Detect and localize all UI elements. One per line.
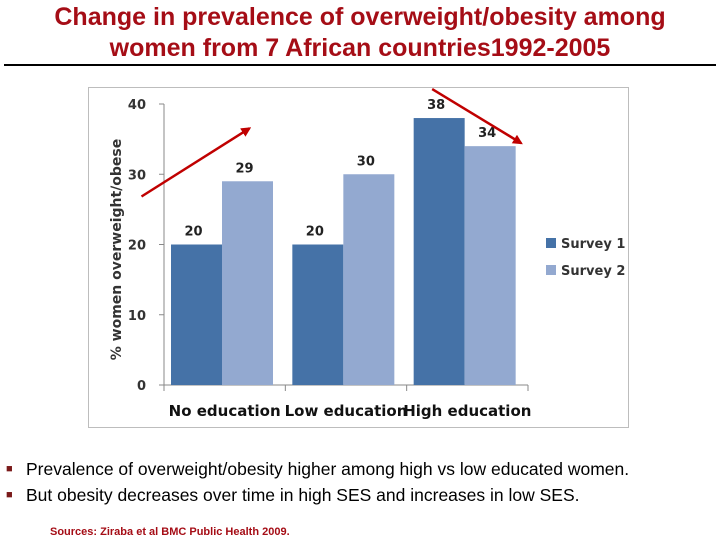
bullet-text: Prevalence of overweight/obesity higher … — [26, 459, 630, 479]
data-label: 30 — [357, 154, 375, 169]
data-label: 29 — [235, 161, 253, 176]
bullet-list: ■ Prevalence of overweight/obesity highe… — [6, 456, 720, 508]
decrease-arrow — [431, 87, 523, 145]
square-bullet-icon: ■ — [6, 463, 13, 475]
y-axis-title: % women overweight/obese — [109, 139, 125, 361]
legend-swatch — [546, 265, 556, 275]
category-label: No education — [169, 402, 281, 420]
bar-1-2 — [292, 244, 344, 385]
bar-2-2 — [343, 174, 395, 385]
data-label: 38 — [427, 98, 445, 113]
data-label: 20 — [184, 225, 202, 240]
title-line-1: Change in prevalence of overweight/obesi… — [54, 3, 666, 31]
title-divider — [4, 64, 716, 66]
data-label: 20 — [306, 225, 324, 240]
bar-1-1 — [171, 244, 222, 385]
bullet-text: But obesity decreases over time in high … — [26, 485, 580, 505]
legend-swatch — [546, 238, 556, 248]
bullet-item: ■ But obesity decreases over time in hig… — [6, 482, 720, 508]
square-bullet-icon: ■ — [6, 489, 13, 501]
y-tick-label: 10 — [128, 309, 146, 324]
increase-arrow — [140, 127, 252, 198]
title-line-2: women from 7 African countries1992-2005 — [109, 34, 611, 62]
legend-label: Survey 1 — [561, 237, 625, 252]
bullet-item: ■ Prevalence of overweight/obesity highe… — [6, 456, 720, 482]
y-tick-label: 40 — [128, 98, 146, 113]
legend-label: Survey 2 — [561, 264, 625, 279]
data-label: 34 — [478, 126, 496, 141]
y-tick-label: 20 — [128, 239, 146, 254]
bar-2-1 — [222, 181, 273, 385]
category-label: High education — [403, 402, 531, 420]
slide-title: Change in prevalence of overweight/obesi… — [0, 2, 720, 64]
y-tick-label: 0 — [137, 379, 146, 394]
y-tick-label: 30 — [128, 168, 146, 183]
source-citation: Sources: Ziraba et al BMC Public Health … — [50, 526, 290, 538]
category-label: Low education — [285, 402, 408, 420]
bar-2-3 — [464, 146, 516, 385]
bar-1-3 — [413, 118, 465, 386]
